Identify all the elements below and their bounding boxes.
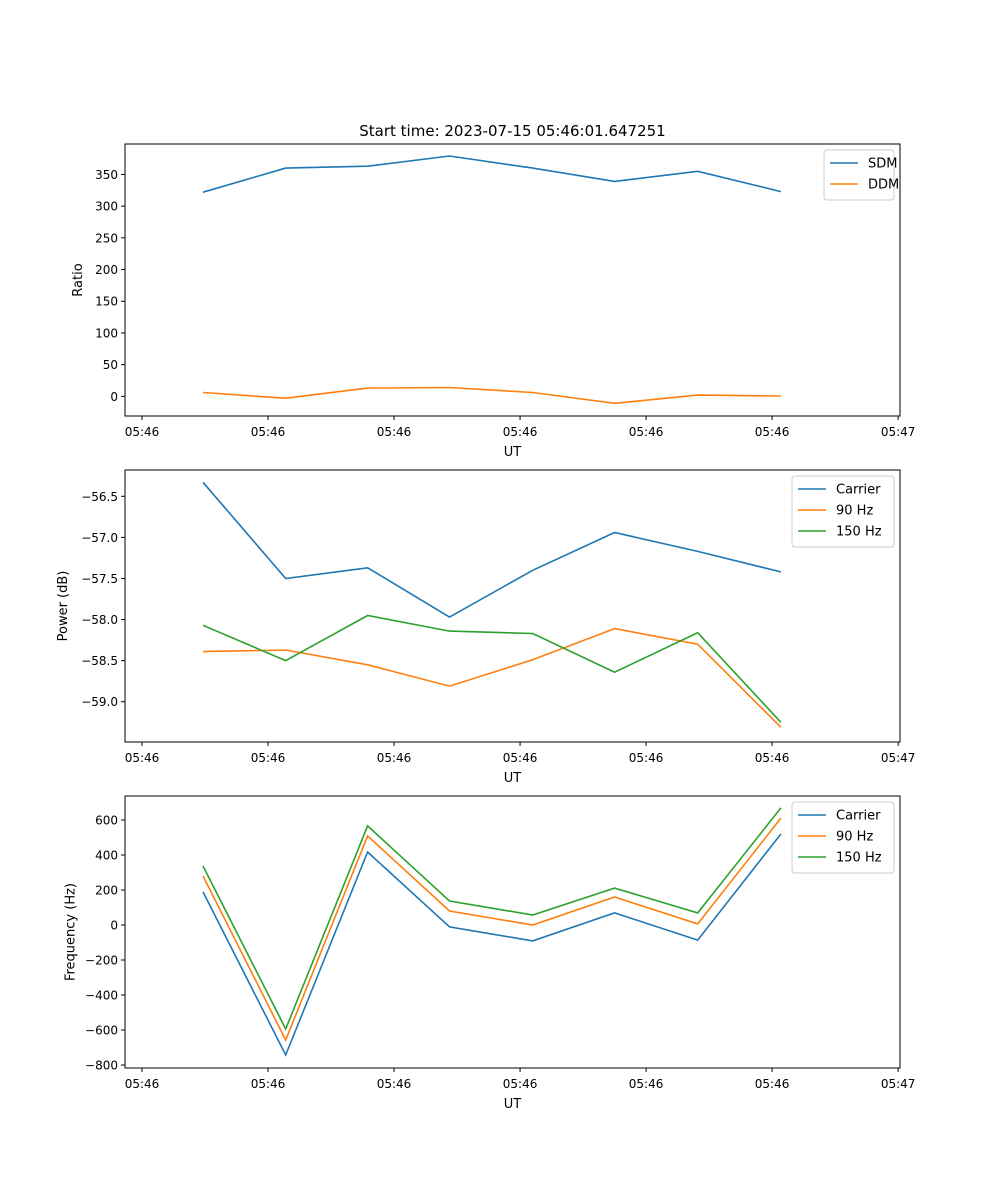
y-tick-label: 200 — [95, 263, 118, 277]
subplot-1: Start time: 2023-07-15 05:46:01.64725105… — [71, 122, 915, 460]
x-tick-label: 05:46 — [629, 1077, 664, 1091]
x-tick-label: 05:46 — [503, 425, 538, 439]
y-axis-label: Ratio — [71, 263, 86, 296]
legend-label: 150 Hz — [836, 851, 882, 866]
y-tick-label: 350 — [95, 168, 118, 182]
x-axis-label: UT — [504, 1097, 522, 1112]
y-tick-label: 400 — [95, 848, 118, 862]
subplot-2: 05:46 05:46 05:46 05:46 05:46 05:46 05:47 UT −59… — [56, 469, 916, 786]
x-tick-label: 05:46 — [503, 751, 538, 765]
x-tick-label: 05:46 — [125, 1077, 160, 1091]
x-axis-label: UT — [504, 445, 522, 460]
legend-box — [791, 475, 895, 548]
y-tick-label: 300 — [95, 200, 118, 214]
legend-label: 90 Hz — [836, 504, 873, 519]
x-tick-label: 05:46 — [755, 751, 790, 765]
chart-title: Start time: 2023-07-15 05:46:01.647251 — [359, 122, 665, 140]
x-tick-label: 05:46 — [377, 751, 412, 765]
x-tick-label: 05:46 — [377, 425, 412, 439]
series-line-carrier — [202, 833, 782, 1057]
subplot-3: 05:46 05:46 05:46 05:46 05:46 05:46 05:47 UT −80… — [64, 795, 916, 1112]
legend: SDM DDM — [823, 149, 899, 201]
series-line-ddm — [202, 386, 781, 405]
y-tick-label: −56.5 — [81, 490, 118, 504]
axes-frame — [124, 143, 901, 417]
y-tick-label: 250 — [95, 231, 118, 245]
y-tick-label: −200 — [85, 954, 118, 968]
x-tick-label: 05:46 — [125, 425, 160, 439]
legend-label: 90 Hz — [836, 830, 873, 845]
y-tick-label: 0 — [110, 390, 118, 404]
x-tick-label: 05:46 — [755, 1077, 790, 1091]
y-tick-label: −57.0 — [81, 531, 118, 545]
legend-box — [791, 801, 895, 874]
y-tick-label: −59.0 — [81, 695, 118, 709]
y-tick-label: 600 — [95, 813, 118, 827]
y-tick-label: 150 — [95, 295, 118, 309]
y-tick-label: 0 — [110, 918, 118, 932]
y-axis-label: Power (dB) — [56, 571, 71, 642]
y-axis-label: Frequency (Hz) — [64, 883, 79, 981]
x-tick-label: 05:46 — [503, 1077, 538, 1091]
legend: Carrier 90 Hz 150 Hz — [791, 475, 895, 548]
x-tick-label: 05:46 — [629, 425, 664, 439]
axes-frame — [124, 469, 901, 743]
x-tick-label: 05:46 — [251, 751, 286, 765]
x-tick-label: 05:46 — [125, 751, 160, 765]
y-tick-label: −58.5 — [81, 654, 118, 668]
series-line-150-hz — [202, 807, 782, 1031]
x-tick-label: 05:47 — [881, 751, 916, 765]
y-tick-label: −400 — [85, 989, 118, 1003]
series-line-90-hz — [202, 817, 782, 1042]
series-line-carrier — [202, 481, 782, 619]
y-tick-label: 100 — [95, 326, 118, 340]
y-tick-label: 50 — [103, 358, 118, 372]
x-tick-label: 05:46 — [251, 1077, 286, 1091]
y-tick-label: −58.0 — [81, 613, 118, 627]
x-tick-label: 05:46 — [251, 425, 286, 439]
x-axis-label: UT — [504, 771, 522, 786]
legend: Carrier 90 Hz 150 Hz — [791, 801, 895, 874]
axes-frame — [124, 795, 901, 1069]
legend-label: Carrier — [836, 483, 881, 498]
x-tick-label: 05:46 — [377, 1077, 412, 1091]
legend-label: DDM — [868, 178, 899, 193]
x-tick-label: 05:47 — [881, 1077, 916, 1091]
y-tick-label: 200 — [95, 883, 118, 897]
x-tick-label: 05:46 — [629, 751, 664, 765]
series-line-sdm — [202, 155, 782, 193]
y-tick-label: −600 — [85, 1024, 118, 1038]
x-tick-label: 05:46 — [755, 425, 790, 439]
legend-label: SDM — [868, 157, 897, 172]
y-tick-label: −57.5 — [81, 572, 118, 586]
legend-label: 150 Hz — [836, 525, 882, 540]
series-line-150-hz — [202, 614, 782, 723]
x-tick-label: 05:47 — [881, 425, 916, 439]
legend-label: Carrier — [836, 809, 881, 824]
y-tick-label: −800 — [85, 1059, 118, 1073]
